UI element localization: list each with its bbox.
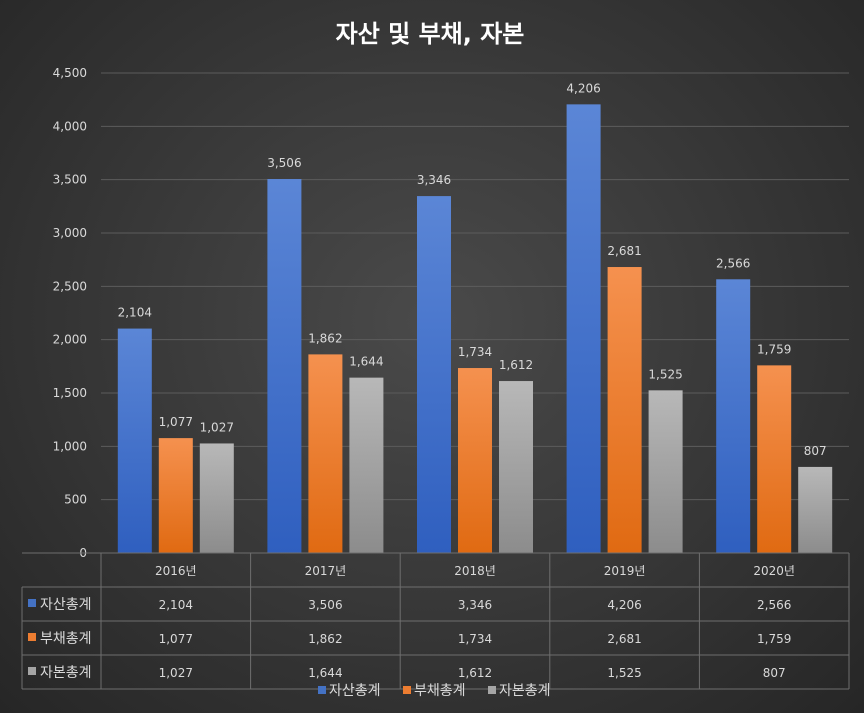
table-cell: 1,644 bbox=[308, 666, 342, 680]
table-cell: 2,681 bbox=[607, 632, 641, 646]
data-label: 2,566 bbox=[716, 256, 750, 270]
x-tick-label: 2020년 bbox=[753, 564, 795, 578]
table-cell: 2,104 bbox=[159, 598, 193, 612]
x-tick-label: 2019년 bbox=[604, 564, 646, 578]
legend-key-1 bbox=[318, 686, 326, 694]
y-tick-label: 4,500 bbox=[53, 66, 87, 80]
y-tick-label: 1,500 bbox=[53, 386, 87, 400]
bar-3-4 bbox=[648, 390, 683, 553]
table-cell: 1,759 bbox=[757, 632, 791, 646]
data-labels: 2,104 3,506 3,346 4,206 2,566 1,077 1,862 1,734… bbox=[118, 81, 827, 458]
bar-2-5 bbox=[757, 365, 792, 553]
data-label: 1,759 bbox=[757, 342, 791, 356]
table-cell: 807 bbox=[763, 666, 786, 680]
legend-label: 부채총계 bbox=[414, 683, 466, 699]
data-label: 2,681 bbox=[607, 244, 641, 258]
data-label: 3,346 bbox=[417, 173, 451, 187]
data-label: 1,644 bbox=[349, 355, 383, 369]
bar-3-5 bbox=[798, 466, 833, 553]
table-cell: 1,612 bbox=[458, 666, 492, 680]
data-label: 3,506 bbox=[267, 156, 301, 170]
bars bbox=[117, 104, 833, 554]
table-cell: 4,206 bbox=[607, 598, 641, 612]
data-label: 1,612 bbox=[499, 358, 533, 372]
bar-2-2 bbox=[308, 354, 343, 553]
data-label: 1,734 bbox=[458, 345, 492, 359]
table-cell: 3,506 bbox=[308, 598, 342, 612]
x-tick-label: 2017년 bbox=[305, 564, 347, 578]
y-tick-label: 1,000 bbox=[53, 439, 87, 453]
legend-label: 자본총계 bbox=[499, 683, 551, 699]
series-key-2 bbox=[28, 633, 36, 641]
y-tick-label: 3,000 bbox=[53, 226, 87, 240]
data-label: 807 bbox=[804, 444, 827, 458]
data-label: 1,077 bbox=[159, 415, 193, 429]
bar-3-3 bbox=[499, 381, 533, 553]
x-tick-label: 2018년 bbox=[454, 564, 496, 578]
series-name: 자산총계 bbox=[40, 597, 92, 613]
y-tick-label: 2,500 bbox=[53, 279, 87, 293]
data-label: 1,862 bbox=[308, 331, 342, 345]
table-cell: 1,525 bbox=[607, 666, 641, 680]
series-name: 자본총계 bbox=[40, 665, 92, 681]
series-key-3 bbox=[28, 667, 36, 675]
y-tick-label: 3,500 bbox=[53, 173, 87, 187]
bar-3-2 bbox=[349, 377, 384, 553]
table-cell: 1,027 bbox=[159, 666, 193, 680]
series-name: 부채총계 bbox=[40, 631, 92, 647]
table-cell: 3,346 bbox=[458, 598, 492, 612]
bar-1-1 bbox=[117, 328, 152, 553]
series-key-1 bbox=[28, 599, 36, 607]
table-cell: 1,734 bbox=[458, 632, 492, 646]
y-axis: 05001,0001,5002,0002,5003,0003,5004,0004… bbox=[53, 66, 87, 560]
y-tick-label: 2,000 bbox=[53, 333, 87, 347]
bar-3-1 bbox=[199, 443, 234, 553]
bar-1-3 bbox=[417, 196, 451, 554]
legend-key-2 bbox=[403, 686, 411, 694]
data-label: 1,027 bbox=[200, 420, 234, 434]
chart-title: 자산 및 부채, 자본 bbox=[336, 20, 525, 48]
y-tick-label: 4,000 bbox=[53, 119, 87, 133]
bar-2-4 bbox=[607, 267, 642, 553]
table-cell: 1,077 bbox=[159, 632, 193, 646]
bar-1-5 bbox=[716, 279, 751, 553]
x-tick-label: 2016년 bbox=[155, 564, 197, 578]
data-label: 1,525 bbox=[648, 367, 682, 381]
bar-1-4 bbox=[566, 104, 601, 554]
table-cell: 1,862 bbox=[308, 632, 342, 646]
legend-label: 자산총계 bbox=[329, 683, 381, 699]
table-cell: 2,566 bbox=[757, 598, 791, 612]
data-label: 2,104 bbox=[118, 306, 152, 320]
y-tick-label: 500 bbox=[64, 493, 87, 507]
bar-2-3 bbox=[458, 368, 492, 553]
legend-key-3 bbox=[488, 686, 496, 694]
bar-2-1 bbox=[158, 438, 193, 553]
data-label: 4,206 bbox=[566, 81, 600, 95]
legend: 자산총계 부채총계 자본총계 bbox=[318, 683, 551, 699]
bar-1-2 bbox=[267, 179, 302, 553]
